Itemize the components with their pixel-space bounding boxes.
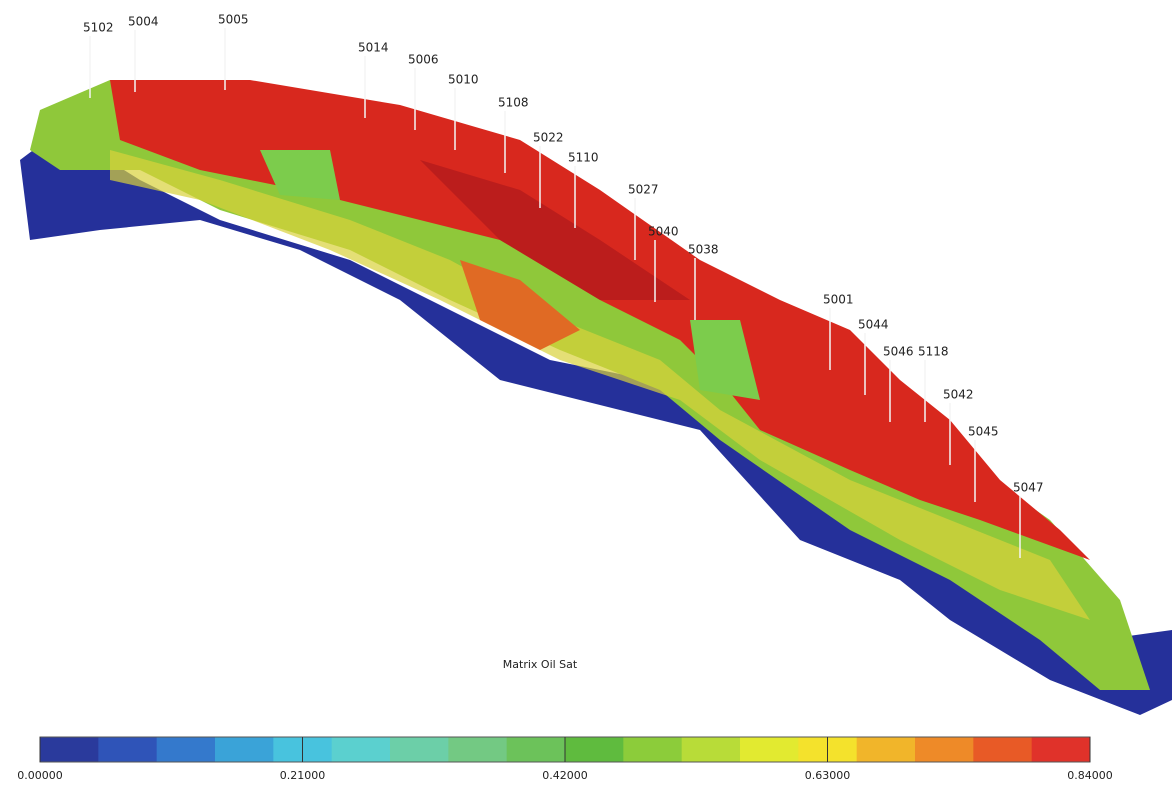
colorbar-tick-label: 0.21000 (280, 769, 326, 782)
well-label: 5118 (918, 345, 949, 359)
colorbar-swatch (740, 737, 799, 762)
well-label: 5102 (83, 21, 114, 35)
colorbar-swatch (390, 737, 449, 762)
well-label: 5044 (858, 318, 889, 332)
well-label: 5045 (968, 425, 999, 439)
colorbar-swatch (215, 737, 274, 762)
colorbar-swatch (98, 737, 157, 762)
colorbar-swatch (915, 737, 974, 762)
well-label: 5110 (568, 151, 599, 165)
well-label: 5047 (1013, 481, 1044, 495)
well-label: 5006 (408, 53, 439, 67)
well-label: 5108 (498, 96, 529, 110)
well-label: 5010 (448, 73, 479, 87)
colorbar-swatch (1032, 737, 1091, 762)
colorbar-swatch (565, 737, 624, 762)
colorbar-title: Matrix Oil Sat (503, 658, 578, 671)
colorbar-swatch (157, 737, 216, 762)
well-label: 5038 (688, 243, 719, 257)
well-label: 5042 (943, 388, 974, 402)
colorbar-swatch (448, 737, 507, 762)
well-label: 5004 (128, 15, 159, 29)
colorbar-tick-label: 0.63000 (805, 769, 851, 782)
well-label: 5005 (218, 13, 249, 27)
colorbar-swatch (332, 737, 391, 762)
well-label: 5001 (823, 293, 854, 307)
well-label: 5014 (358, 41, 389, 55)
colorbar-tick-label: 0.84000 (1067, 769, 1113, 782)
well-label: 5022 (533, 131, 564, 145)
colorbar-tick-label: 0.00000 (17, 769, 63, 782)
colorbar-swatch (507, 737, 566, 762)
colorbar: 0.00000 0.21000 0.42000 0.63000 0.84000 (17, 737, 1113, 782)
reservoir-model (20, 80, 1172, 715)
well-label: 5046 (883, 345, 914, 359)
colorbar-swatch (682, 737, 741, 762)
well-label: 5040 (648, 225, 679, 239)
scene: 5102 5004 5005 5014 5006 5010 5108 5022 5110 5027… (0, 0, 1172, 793)
colorbar-tick-label: 0.42000 (542, 769, 588, 782)
colorbar-swatch (40, 737, 99, 762)
colorbar-swatch (857, 737, 916, 762)
well-label: 5027 (628, 183, 659, 197)
colorbar-swatch (973, 737, 1032, 762)
colorbar-swatch (623, 737, 682, 762)
